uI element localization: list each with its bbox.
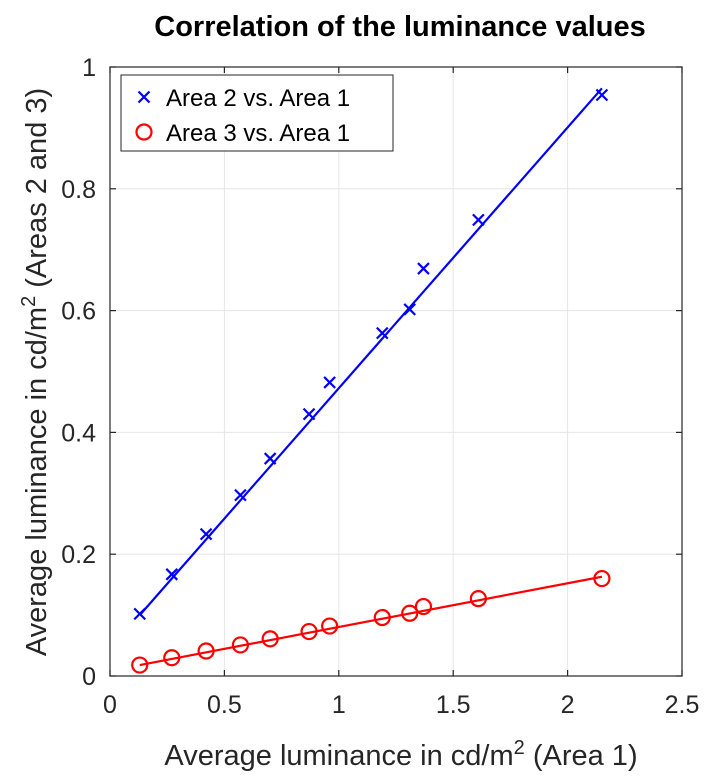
y-tick-label: 0.2 (61, 541, 96, 569)
data-point-x (263, 452, 277, 465)
data-point-circle (163, 649, 181, 667)
grid (110, 67, 682, 676)
data-point-circle (469, 590, 487, 608)
legend-items: Area 2 vs. Area 1 Area 3 vs. Area 1 (135, 85, 350, 147)
legend-marker-x (137, 90, 151, 104)
data-markers (131, 88, 611, 674)
data-point-circle (231, 636, 250, 654)
data-point-circle (414, 597, 433, 616)
x-tick-label: 0.5 (207, 691, 242, 719)
fit-line (138, 87, 603, 616)
y-axis-label: Average luminance in cd/m2 (Areas 2 and … (18, 88, 53, 656)
plot-area-box (109, 66, 683, 677)
tick-labels: 0 0.5 1 1.5 2 2.5 0 0.2 0.4 0.6 0.8 1 (61, 54, 699, 719)
fit-lines (138, 87, 603, 667)
legend: Area 2 vs. Area 1 Area 3 vs. Area 1 (120, 74, 394, 152)
y-tick-label: 0.4 (61, 419, 96, 447)
x-tick-label: 1 (332, 691, 346, 719)
x-axis-label: Average luminance in cd/m2 (Area 1) (164, 737, 637, 772)
data-point-circle (373, 608, 391, 627)
data-point-x (595, 88, 609, 102)
data-point-x (403, 303, 417, 316)
data-point-x (133, 607, 147, 621)
data-point-circle (197, 642, 215, 660)
legend-label: Area 2 vs. Area 1 (166, 85, 350, 112)
y-tick-label: 0 (82, 663, 96, 691)
data-point-x (375, 326, 389, 340)
x-tick-label: 2.5 (665, 691, 700, 719)
data-point-circle (401, 604, 419, 622)
data-point-x (165, 568, 179, 581)
axis-ticks (109, 66, 683, 677)
data-point-x (472, 213, 485, 227)
legend-box (120, 74, 394, 152)
data-point-x (417, 262, 430, 275)
data-point-circle (300, 622, 318, 641)
chart-title: Correlation of the luminance values (154, 11, 646, 43)
data-point-x (323, 376, 336, 389)
data-point-circle (593, 569, 611, 588)
y-tick-label: 0.6 (61, 298, 96, 326)
legend-marker-circle (135, 123, 153, 141)
x-tick-label: 0 (103, 691, 117, 719)
data-point-circle (131, 656, 149, 674)
data-point-circle (261, 630, 279, 648)
data-point-x (302, 407, 316, 421)
data-point-circle (321, 617, 339, 635)
fit-line (139, 575, 603, 667)
x-tick-label: 1.5 (436, 691, 471, 719)
y-tick-label: 0.8 (61, 176, 96, 204)
data-point-x (234, 488, 247, 502)
x-tick-label: 2 (561, 691, 575, 719)
y-tick-label: 1 (82, 54, 96, 82)
legend-label: Area 3 vs. Area 1 (166, 120, 350, 147)
data-point-x (199, 527, 213, 541)
